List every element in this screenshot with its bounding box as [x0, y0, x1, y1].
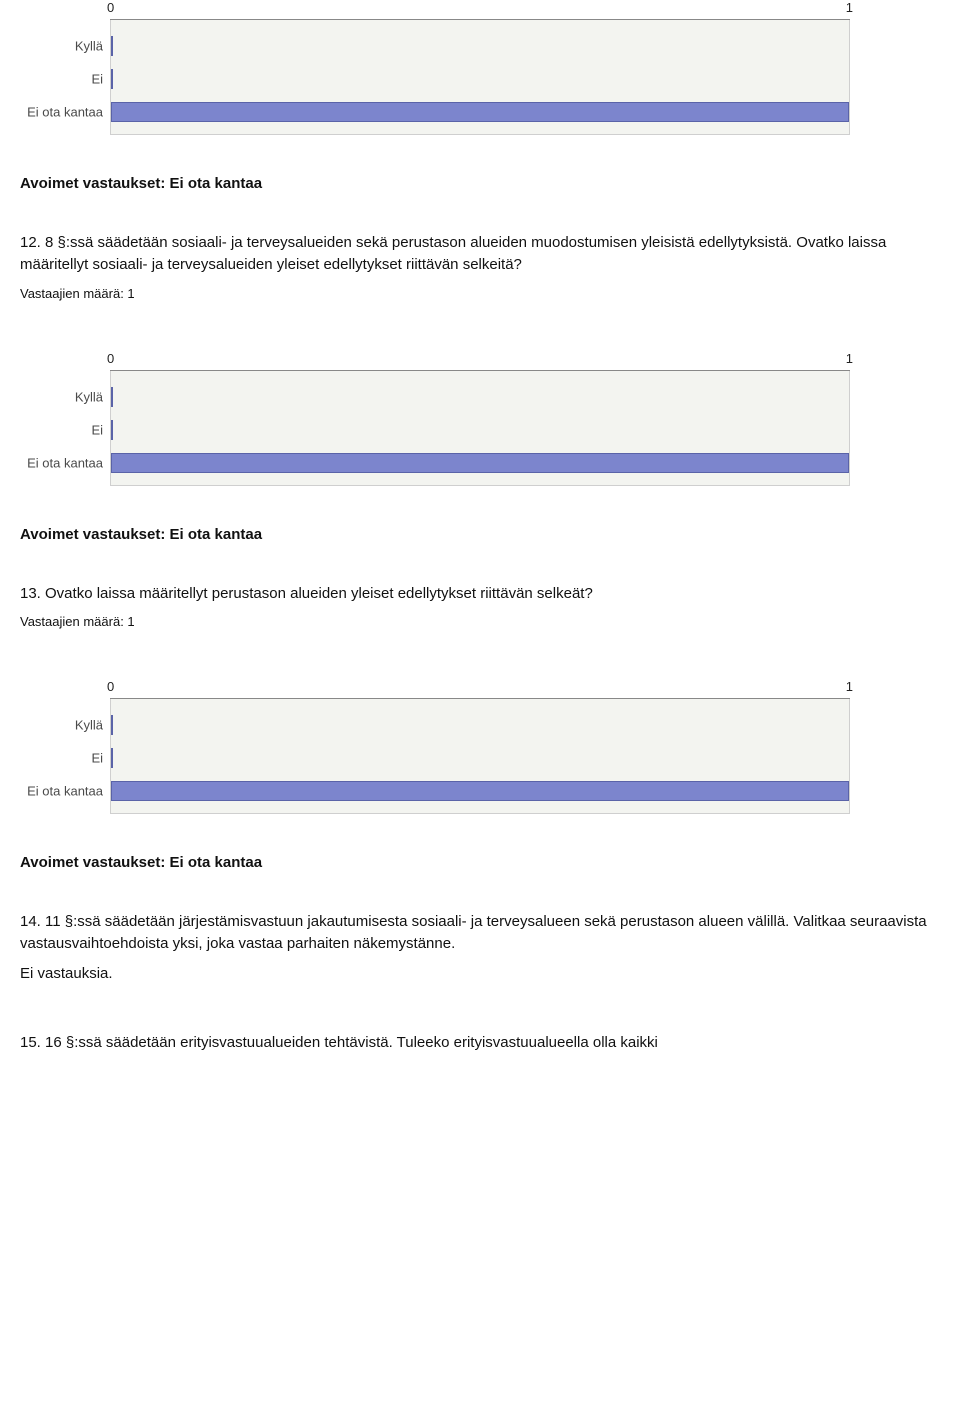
axis-tick-max: 1	[846, 679, 853, 694]
bar-chart: 0 1 Kyllä Ei Ei ota kantaa	[110, 0, 850, 135]
section-1: Avoimet vastaukset: Ei ota kantaa 12. 8 …	[0, 175, 960, 301]
respondent-count: Vastaajien määrä: 1	[20, 286, 940, 301]
axis-tick-min: 0	[107, 0, 114, 15]
bar-label: Ei	[91, 751, 103, 766]
bar-fill	[111, 387, 113, 407]
bar-row: Ei ota kantaa	[111, 776, 849, 806]
bar-row: Ei ota kantaa	[111, 448, 849, 478]
chart-block-1: 0 1 Kyllä Ei Ei ota kantaa	[0, 0, 960, 135]
respondent-count: Vastaajien määrä: 1	[20, 614, 940, 629]
bar-row: Kyllä	[111, 31, 849, 61]
axis-tick-max: 1	[846, 351, 853, 366]
bar-row: Kyllä	[111, 710, 849, 740]
chart-block-3: 0 1 Kyllä Ei Ei ota kantaa	[0, 679, 960, 814]
open-answers-label: Avoimet vastaukset: Ei ota kantaa	[20, 175, 940, 192]
bar-fill	[111, 36, 113, 56]
bar-label: Ei ota kantaa	[27, 455, 103, 470]
bar-chart: 0 1 Kyllä Ei Ei ota kantaa	[110, 679, 850, 814]
bars-area: Kyllä Ei Ei ota kantaa	[110, 699, 850, 814]
bar-row: Ei ota kantaa	[111, 97, 849, 127]
question-text: 13. Ovatko laissa määritellyt perustason…	[20, 583, 940, 605]
section-3: Avoimet vastaukset: Ei ota kantaa 14. 11…	[0, 854, 960, 1053]
axis-top: 0 1	[110, 0, 850, 20]
question-text: 14. 11 §:ssä säädetään järjestämisvastuu…	[20, 911, 940, 955]
bar-label: Ei	[91, 72, 103, 87]
axis-top: 0 1	[110, 679, 850, 699]
bar-label: Kyllä	[75, 389, 103, 404]
question-text: 12. 8 §:ssä säädetään sosiaali- ja terve…	[20, 232, 940, 276]
bar-fill	[111, 781, 849, 801]
open-answers-label: Avoimet vastaukset: Ei ota kantaa	[20, 526, 940, 543]
no-answer-text: Ei vastauksia.	[20, 965, 940, 982]
axis-tick-max: 1	[846, 0, 853, 15]
bar-row: Kyllä	[111, 382, 849, 412]
bar-fill	[111, 102, 849, 122]
bar-fill	[111, 715, 113, 735]
bar-fill	[111, 420, 113, 440]
bar-row: Ei	[111, 64, 849, 94]
bar-fill	[111, 69, 113, 89]
bars-area: Kyllä Ei Ei ota kantaa	[110, 20, 850, 135]
chart-block-2: 0 1 Kyllä Ei Ei ota kantaa	[0, 351, 960, 486]
bar-label: Ei ota kantaa	[27, 105, 103, 120]
axis-tick-min: 0	[107, 351, 114, 366]
bar-fill	[111, 748, 113, 768]
bar-row: Ei	[111, 743, 849, 773]
bar-row: Ei	[111, 415, 849, 445]
question-text: 15. 16 §:ssä säädetään erityisvastuualue…	[20, 1032, 940, 1054]
bar-fill	[111, 453, 849, 473]
bar-label: Ei ota kantaa	[27, 784, 103, 799]
bar-chart: 0 1 Kyllä Ei Ei ota kantaa	[110, 351, 850, 486]
bar-label: Ei	[91, 422, 103, 437]
axis-tick-min: 0	[107, 679, 114, 694]
bars-area: Kyllä Ei Ei ota kantaa	[110, 371, 850, 486]
bar-label: Kyllä	[75, 718, 103, 733]
bar-label: Kyllä	[75, 39, 103, 54]
section-2: Avoimet vastaukset: Ei ota kantaa 13. Ov…	[0, 526, 960, 630]
axis-top: 0 1	[110, 351, 850, 371]
open-answers-label: Avoimet vastaukset: Ei ota kantaa	[20, 854, 940, 871]
